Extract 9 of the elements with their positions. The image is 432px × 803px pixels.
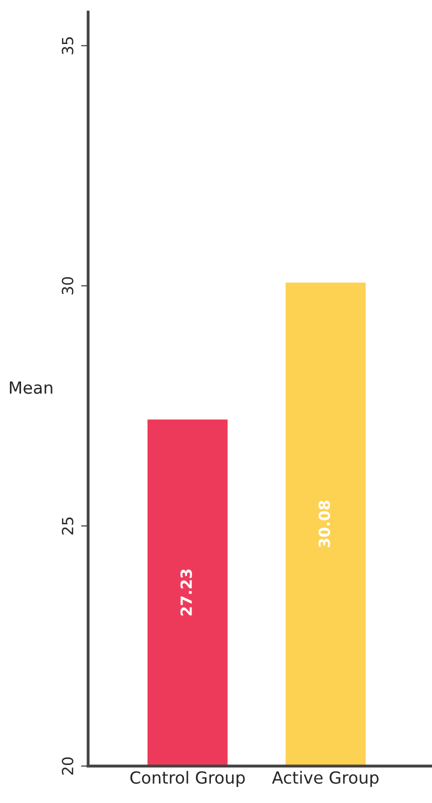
x-tick-label: Control Group <box>130 770 245 788</box>
data-label: 27.23 <box>180 570 192 616</box>
y-tick-label: 35 <box>62 37 74 54</box>
x-tick-label: Active Group <box>272 770 379 788</box>
y-axis-title: Mean <box>10 382 52 394</box>
y-tick-label: 30 <box>62 277 74 294</box>
data-label: 30.08 <box>318 500 330 548</box>
y-tick-label: 25 <box>62 518 74 535</box>
y-tick-label: 20 <box>62 757 74 775</box>
